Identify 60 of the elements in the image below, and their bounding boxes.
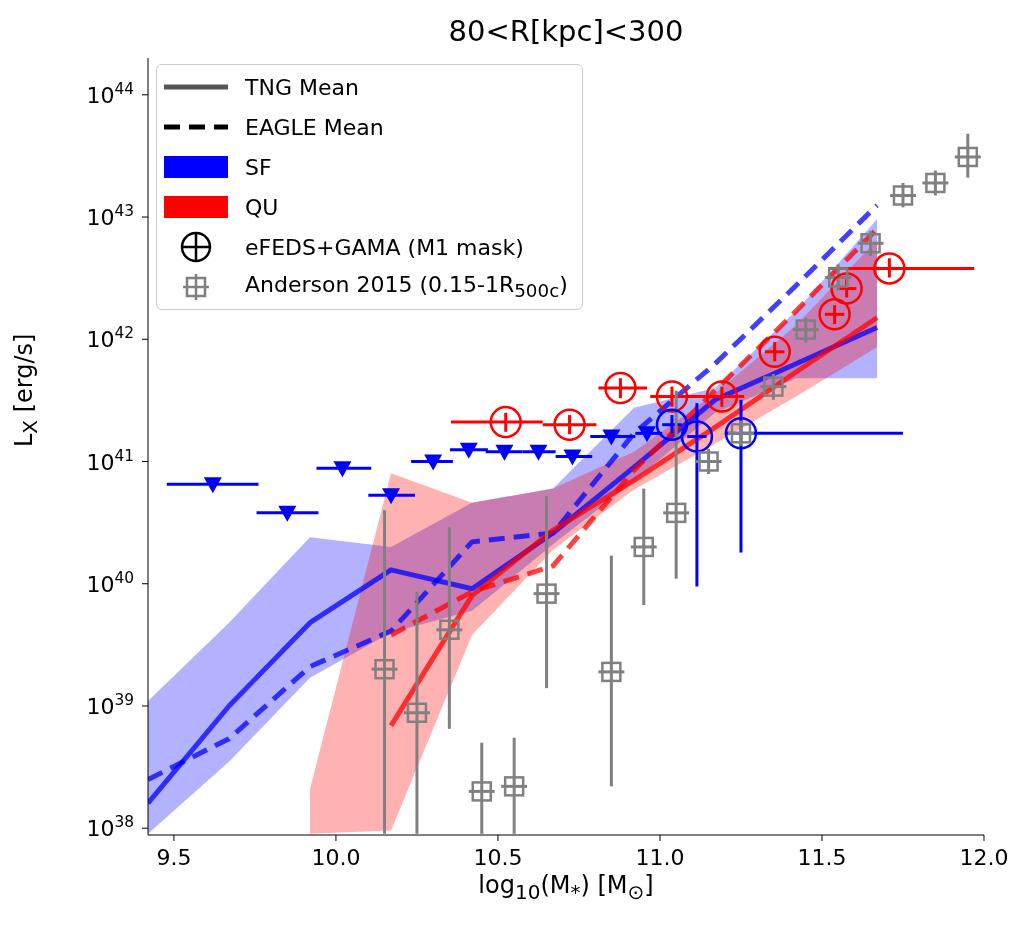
point	[495, 444, 514, 461]
x-tick-label: 10.5	[473, 845, 523, 870]
x-axis-title: log$_{10}$(M$_{*}$) [M$_{⊙}$]	[477, 871, 655, 904]
annotation: EAGLE Mean	[245, 114, 384, 140]
point	[563, 449, 582, 466]
y-tick-label: 10$^{38}$	[86, 813, 134, 842]
point	[553, 408, 586, 441]
point	[655, 380, 689, 413]
legend-label: SF	[245, 154, 272, 180]
point	[763, 376, 784, 397]
x-tick-label: 11.0	[635, 845, 685, 870]
point	[724, 417, 758, 450]
point	[602, 429, 621, 446]
chart-title: 80<R[kpc]<300	[447, 14, 685, 48]
point	[705, 380, 739, 413]
point	[758, 335, 791, 369]
point	[529, 444, 548, 461]
annotation: eFEDS+GAMA (M1 mask)	[245, 234, 524, 260]
x-tick-label: 12.0	[959, 845, 1009, 870]
point	[925, 172, 946, 194]
point	[503, 776, 525, 797]
annotation: TNG Mean	[245, 74, 359, 100]
point	[489, 405, 522, 439]
x-tick-label: 9.5	[156, 845, 192, 870]
point	[278, 505, 297, 522]
y-tick-label: 10$^{42}$	[86, 324, 134, 353]
y-tick-label: 10$^{44}$	[86, 79, 134, 108]
point	[604, 371, 637, 405]
point	[406, 702, 428, 724]
point	[795, 319, 817, 340]
point	[203, 477, 222, 494]
y-tick-label: 10$^{39}$	[86, 690, 134, 719]
legend-label: QU	[245, 194, 279, 220]
point	[680, 420, 714, 453]
point	[860, 233, 881, 254]
point	[873, 252, 906, 285]
point	[633, 536, 655, 558]
y-tick-label: 10$^{43}$	[86, 202, 134, 231]
point	[638, 426, 657, 443]
x-tick-label: 11.5	[797, 845, 847, 870]
point	[698, 451, 719, 472]
point	[601, 661, 622, 683]
point	[471, 781, 492, 802]
point	[655, 408, 689, 441]
x-tick-label: 10.0	[311, 845, 361, 870]
point	[957, 146, 979, 168]
point	[665, 502, 687, 524]
point	[439, 619, 460, 641]
point	[374, 658, 395, 680]
point	[892, 185, 914, 206]
point	[333, 461, 352, 478]
point	[830, 272, 863, 305]
legend-label: Anderson 2015 (0.15-1R$_{500c}$)	[245, 272, 568, 302]
point	[459, 442, 478, 459]
y-tick-label: 10$^{41}$	[86, 446, 134, 475]
y-tick-label: 10$^{40}$	[86, 568, 134, 597]
point	[382, 488, 401, 505]
point	[536, 583, 557, 604]
point	[424, 454, 443, 471]
point	[818, 298, 851, 331]
